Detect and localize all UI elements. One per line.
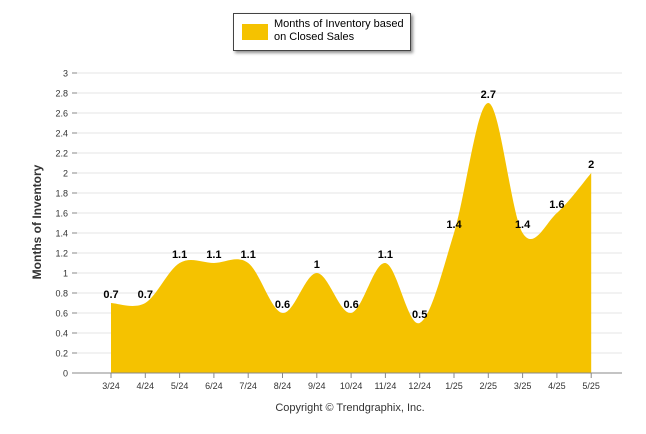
x-tick-label: 6/24 xyxy=(205,381,223,391)
y-tick-label: 2 xyxy=(63,169,68,179)
x-tick-label: 2/25 xyxy=(480,381,498,391)
x-tick-label: 1/25 xyxy=(445,381,463,391)
y-tick-label: 0.8 xyxy=(55,289,68,299)
x-tick-label: 8/24 xyxy=(274,381,292,391)
series-area-fill xyxy=(111,103,592,373)
x-tick-label: 4/25 xyxy=(548,381,566,391)
x-tick-label: 7/24 xyxy=(239,381,257,391)
data-label: 1.1 xyxy=(206,249,221,261)
y-tick-label: 3 xyxy=(63,69,68,79)
y-tick-label: 2.4 xyxy=(55,129,68,139)
x-tick-label: 3/24 xyxy=(102,381,120,391)
y-tick-label: 0.2 xyxy=(55,349,68,359)
data-label: 1.4 xyxy=(446,219,462,231)
data-label: 0.7 xyxy=(138,289,153,301)
axes: 0 0.2 0.4 0.6 0.8 1 1.2 1.4 1.6 1.8 2 2.2 2.4 2.6 2.8 3… xyxy=(55,69,622,391)
y-tick-label: 0.4 xyxy=(55,329,68,339)
x-tick-label: 10/24 xyxy=(340,381,363,391)
y-tick-label: 1.4 xyxy=(55,229,68,239)
data-labels: 0.7 0.7 1.1 1.1 1.1 0.6 1 0.6 1.1 0.5 1.4 2.7 1.4 1.6… xyxy=(103,89,594,321)
legend-swatch xyxy=(242,24,268,40)
x-tick-label: 4/24 xyxy=(137,381,155,391)
data-label: 2 xyxy=(588,159,594,171)
y-tick-label: 1 xyxy=(63,269,68,279)
y-tick-label: 2.6 xyxy=(55,109,68,119)
x-tick-label: 9/24 xyxy=(308,381,326,391)
data-label: 0.6 xyxy=(343,299,358,311)
x-tick-label: 11/24 xyxy=(374,381,396,391)
x-tick-label: 3/25 xyxy=(514,381,532,391)
data-label: 1.6 xyxy=(549,199,564,211)
data-label: 1.4 xyxy=(515,219,531,231)
data-label: 0.7 xyxy=(103,289,118,301)
data-label: 1.1 xyxy=(378,249,393,261)
y-tick-label: 1.6 xyxy=(55,209,68,219)
y-tick-label: 2.2 xyxy=(55,149,68,159)
y-tick-label: 1.2 xyxy=(55,249,68,259)
series-area xyxy=(110,102,592,373)
legend: Months of Inventory based on Closed Sale… xyxy=(233,13,411,51)
data-label: 0.5 xyxy=(412,309,427,321)
y-tick-label: 0 xyxy=(63,369,68,379)
y-tick-label: 2.8 xyxy=(55,89,68,99)
data-label: 2.7 xyxy=(481,89,496,101)
x-tick-label: 12/24 xyxy=(408,381,431,391)
grid xyxy=(77,72,622,354)
copyright-text: Copyright © Trendgraphix, Inc. xyxy=(275,402,425,414)
data-label: 1.1 xyxy=(241,249,256,261)
data-label: 1.1 xyxy=(172,249,187,261)
data-label: 0.6 xyxy=(275,299,290,311)
data-label: 1 xyxy=(314,259,320,271)
legend-label: Months of Inventory based on Closed Sale… xyxy=(274,18,404,43)
x-tick-label: 5/25 xyxy=(582,381,600,391)
y-tick-label: 0.6 xyxy=(55,309,68,319)
x-tick-label: 5/24 xyxy=(171,381,189,391)
y-tick-label: 1.8 xyxy=(55,189,68,199)
y-axis-title: Months of Inventory xyxy=(30,164,44,279)
